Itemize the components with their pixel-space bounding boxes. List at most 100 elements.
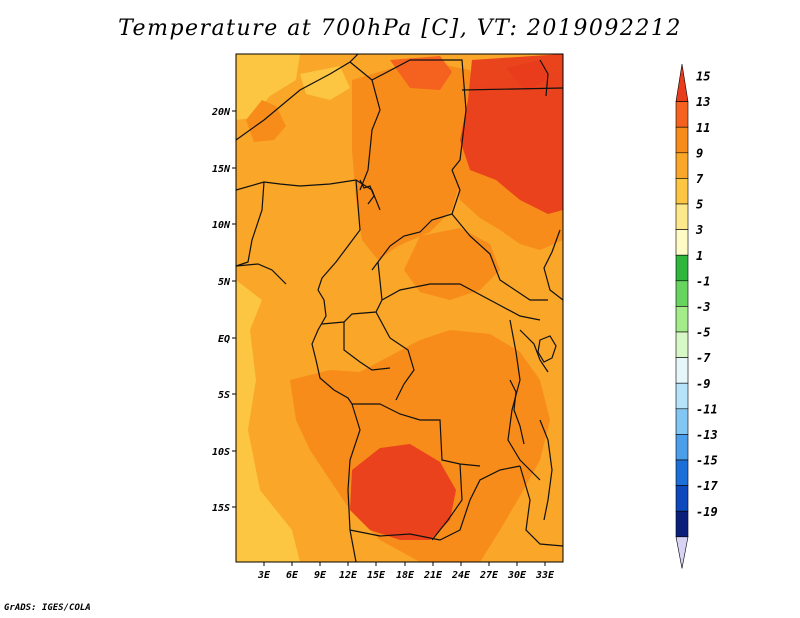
border-chad-car xyxy=(371,169,461,271)
border-congo-drc xyxy=(375,311,415,401)
temperature-band-13to15-south xyxy=(350,444,456,540)
border-uganda-kenya xyxy=(519,329,549,373)
border-congo-gabon xyxy=(343,322,391,371)
colorbar-top-arrow xyxy=(675,63,689,102)
border-algeria-niger xyxy=(236,54,359,141)
border-lake-tanganyika xyxy=(509,379,525,445)
colorbar-swatch xyxy=(675,306,689,333)
colorbar: 15 13 11 9 7 5 3 1 -1 -3 -5 -7 -9 -11 -13 -15 -17 -19 xyxy=(675,63,718,569)
colorbar-label: 5 xyxy=(696,198,703,212)
temperature-band-7to9-north xyxy=(300,66,350,100)
border-ethiopia-south-sudan xyxy=(543,229,563,301)
colorbar-label: -19 xyxy=(696,505,718,519)
border-west-coast-south xyxy=(315,359,353,405)
footer-credit: GrADS: IGES/COLA xyxy=(4,603,91,613)
border-equatorial-coast xyxy=(311,289,327,361)
border-red-sea-coast xyxy=(539,59,549,97)
temperature-band-7to9-west xyxy=(236,280,300,562)
border-drc-east xyxy=(507,319,541,481)
colorbar-swatch xyxy=(675,280,689,307)
colorbar-label: 7 xyxy=(696,172,704,186)
border-car-drc xyxy=(381,283,541,321)
colorbar-swatch xyxy=(675,357,689,384)
border-niger-chad xyxy=(349,61,381,191)
lon-label: 3E xyxy=(257,570,271,581)
border-chad-libya-sudan xyxy=(371,59,467,171)
lon-label: 30E xyxy=(507,570,527,581)
colorbar-label: 13 xyxy=(696,95,710,109)
map-title: Temperature at 700hPa [C], VT: 201909221… xyxy=(118,16,682,41)
colorbar-swatch xyxy=(675,203,689,230)
map-frame xyxy=(235,53,564,563)
colorbar-label: -5 xyxy=(696,326,710,340)
border-angola-namibia-zambia xyxy=(349,465,521,541)
lake-chad-outline xyxy=(359,179,375,205)
temperature-field xyxy=(236,54,563,562)
colorbar-label: -3 xyxy=(696,300,710,314)
lon-label: 27E xyxy=(479,570,499,581)
border-zambia-zimbabwe xyxy=(519,465,563,547)
border-zambia-angola xyxy=(431,463,463,541)
colorbar-swatch xyxy=(675,382,689,410)
lat-label: EQ xyxy=(218,334,230,345)
colorbar-swatch xyxy=(675,485,689,512)
lon-label: 33E xyxy=(535,570,555,581)
colorbar-label: 11 xyxy=(696,121,710,135)
lon-label: 24E xyxy=(451,570,471,581)
colorbar-swatch xyxy=(675,178,689,205)
border-angola-west xyxy=(347,403,361,562)
lat-label: 5N xyxy=(218,277,231,288)
colorbar-label: -7 xyxy=(696,351,711,365)
colorbar-swatch xyxy=(675,408,689,435)
lat-label: 15N xyxy=(212,164,231,175)
border-angola-drc xyxy=(352,403,481,467)
border-nigeria-cameroon xyxy=(317,179,361,291)
colorbar-swatch xyxy=(675,510,689,538)
border-gulf-of-guinea-coast xyxy=(236,263,287,285)
colorbar-swatch xyxy=(675,152,689,179)
border-lake-malawi xyxy=(539,419,553,521)
border-benin-nigeria xyxy=(236,181,265,267)
colorbar-swatch xyxy=(675,101,689,128)
border-sudan-south-sudan xyxy=(451,213,548,301)
colorbar-bottom-arrow xyxy=(675,536,689,569)
temperature-band-15-northeast-tip xyxy=(506,60,548,92)
lon-label: 18E xyxy=(396,570,415,581)
country-borders xyxy=(236,54,563,562)
lon-label: 12E xyxy=(339,570,358,581)
lat-label: 10S xyxy=(212,447,230,458)
lat-label: 20N xyxy=(211,107,231,118)
colorbar-label: -11 xyxy=(696,402,718,416)
colorbar-swatch xyxy=(675,459,689,486)
colorbar-label: 9 xyxy=(696,146,703,160)
longitude-labels: 3E 6E 9E 12E 15E 18E 21E 24E 27E 30E 33E xyxy=(257,570,555,581)
colorbar-label: -15 xyxy=(696,454,718,468)
lat-label: 15S xyxy=(212,503,230,514)
colorbar-label: 1 xyxy=(696,249,703,263)
latitude-axis xyxy=(232,110,236,508)
temperature-band-11to13-east-central xyxy=(404,228,500,300)
colorbar-swatch xyxy=(675,126,689,154)
colorbar-label: 3 xyxy=(695,223,703,237)
colorbar-label: -13 xyxy=(696,428,718,442)
lat-label: 10N xyxy=(212,220,231,231)
temperature-band-13-north xyxy=(390,56,452,90)
temperature-band-13to15-northeast xyxy=(460,54,563,214)
colorbar-label: -9 xyxy=(696,377,710,391)
colorbar-swatch xyxy=(675,331,689,358)
colorbar-swatch xyxy=(675,229,689,256)
lon-label: 9E xyxy=(314,570,327,581)
longitude-axis xyxy=(263,562,546,566)
colorbar-label: 15 xyxy=(696,70,710,84)
lat-label: 5S xyxy=(218,390,230,401)
colorbar-label: -1 xyxy=(696,274,710,288)
lon-label: 21E xyxy=(423,570,443,581)
colorbar-label: -17 xyxy=(696,479,718,493)
lake-victoria-outline xyxy=(537,335,557,363)
lon-label: 6E xyxy=(286,570,299,581)
lon-label: 15E xyxy=(367,570,386,581)
border-cameroon-gabon xyxy=(321,261,383,325)
colorbar-swatch xyxy=(675,254,689,282)
